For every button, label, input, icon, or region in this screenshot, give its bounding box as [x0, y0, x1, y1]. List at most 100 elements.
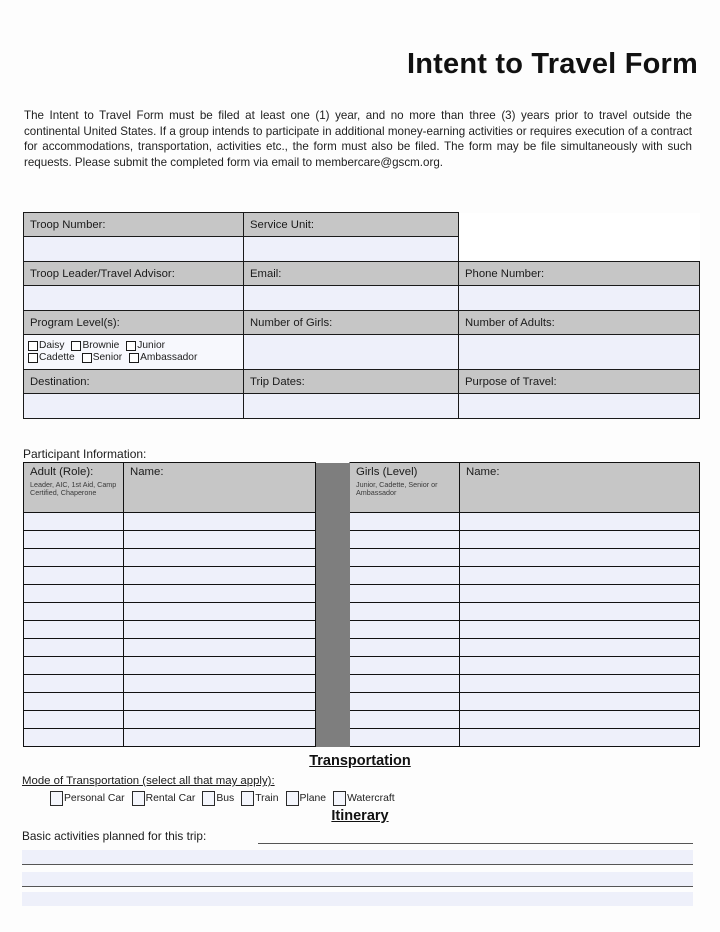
- field-adult-role[interactable]: [23, 530, 124, 549]
- field-email[interactable]: [243, 285, 459, 311]
- field-adult-name[interactable]: [123, 548, 316, 567]
- field-adult-role[interactable]: [23, 674, 124, 693]
- field-adult-role[interactable]: [23, 620, 124, 639]
- field-adult-role[interactable]: [23, 692, 124, 711]
- checkbox-senior[interactable]: Senior: [81, 352, 123, 364]
- field-adult-name[interactable]: [123, 656, 316, 675]
- field-girl-name[interactable]: [459, 692, 700, 711]
- checkbox-mode-rental-car[interactable]: Rental Car: [131, 791, 195, 806]
- field-service-unit[interactable]: [243, 236, 459, 262]
- column-divider: [315, 566, 350, 585]
- field-adult-role[interactable]: [23, 602, 124, 621]
- field-adult-name[interactable]: [123, 728, 316, 747]
- field-adult-name[interactable]: [123, 620, 316, 639]
- checkbox-box-icon: [126, 341, 137, 351]
- participant-row: [23, 548, 700, 567]
- field-girl-name[interactable]: [459, 728, 700, 747]
- participant-information-label: Participant Information:: [23, 447, 147, 461]
- field-adult-role[interactable]: [23, 584, 124, 603]
- field-girl-name[interactable]: [459, 710, 700, 729]
- checkbox-brownie[interactable]: Brownie: [71, 340, 119, 352]
- field-girl-level[interactable]: [349, 656, 460, 675]
- field-adult-role[interactable]: [23, 548, 124, 567]
- field-phone-number[interactable]: [458, 285, 700, 311]
- table-row: Troop Number: Service Unit:: [23, 212, 700, 237]
- field-adult-name[interactable]: [123, 566, 316, 585]
- label-email: Email:: [243, 261, 459, 286]
- field-girl-name[interactable]: [459, 548, 700, 567]
- checkbox-ambassador[interactable]: Ambassador: [129, 352, 197, 364]
- table-row: [23, 236, 700, 262]
- checkbox-mode-train[interactable]: Train: [241, 791, 279, 806]
- empty-cell: [458, 212, 700, 237]
- activities-write-line[interactable]: [258, 843, 693, 844]
- field-adult-role[interactable]: [23, 638, 124, 657]
- checkbox-mode-personal-car[interactable]: Personal Car: [50, 791, 125, 806]
- activities-write-line[interactable]: [22, 864, 693, 865]
- header-girls-level-title: Girls (Level): [356, 466, 418, 478]
- field-girl-level[interactable]: [349, 728, 460, 747]
- transportation-checkbox-group: Personal Car Rental Car Bus Train Plane Water…: [50, 791, 402, 806]
- checkbox-junior[interactable]: Junior: [126, 340, 165, 352]
- field-adult-name[interactable]: [123, 602, 316, 621]
- checkbox-mode-bus[interactable]: Bus: [202, 791, 234, 806]
- field-girl-name[interactable]: [459, 530, 700, 549]
- field-adult-name[interactable]: [123, 530, 316, 549]
- field-girl-level[interactable]: [349, 584, 460, 603]
- activities-write-line[interactable]: [22, 886, 693, 887]
- field-number-of-adults[interactable]: [458, 334, 700, 370]
- field-girl-level[interactable]: [349, 512, 460, 531]
- field-girl-level[interactable]: [349, 602, 460, 621]
- field-adult-name[interactable]: [123, 710, 316, 729]
- field-trip-dates[interactable]: [243, 393, 459, 419]
- label-destination: Destination:: [23, 369, 244, 394]
- field-adult-role[interactable]: [23, 710, 124, 729]
- activities-line-band: [22, 872, 693, 886]
- field-adult-name[interactable]: [123, 638, 316, 657]
- field-troop-number[interactable]: [23, 236, 244, 262]
- field-troop-leader[interactable]: [23, 285, 244, 311]
- field-adult-role[interactable]: [23, 566, 124, 585]
- field-girl-level[interactable]: [349, 638, 460, 657]
- field-girl-name[interactable]: [459, 620, 700, 639]
- header-adult-name: Name:: [123, 462, 316, 513]
- header-adult-role-title: Adult (Role):: [30, 466, 94, 478]
- field-adult-role[interactable]: [23, 728, 124, 747]
- participant-row: [23, 638, 700, 657]
- field-destination[interactable]: [23, 393, 244, 419]
- checkbox-label: Senior: [92, 352, 123, 363]
- field-girl-level[interactable]: [349, 710, 460, 729]
- field-girl-name[interactable]: [459, 656, 700, 675]
- participant-row: [23, 620, 700, 639]
- field-girl-name[interactable]: [459, 638, 700, 657]
- field-adult-name[interactable]: [123, 512, 316, 531]
- checkbox-label: Cadette: [39, 352, 75, 363]
- field-adult-name[interactable]: [123, 584, 316, 603]
- field-adult-name[interactable]: [123, 692, 316, 711]
- field-girl-level[interactable]: [349, 692, 460, 711]
- field-girl-name[interactable]: [459, 512, 700, 531]
- checkbox-mode-watercraft[interactable]: Watercraft: [333, 791, 395, 806]
- field-girl-level[interactable]: [349, 530, 460, 549]
- field-purpose-of-travel[interactable]: [458, 393, 700, 419]
- checkbox-box-icon: [131, 791, 145, 806]
- checkbox-cadette[interactable]: Cadette: [28, 352, 75, 364]
- table-row: [23, 285, 700, 311]
- table-row: Daisy Brownie Junior: [23, 334, 700, 370]
- field-adult-role[interactable]: [23, 656, 124, 675]
- field-girl-name[interactable]: [459, 674, 700, 693]
- field-girl-level[interactable]: [349, 674, 460, 693]
- checkbox-daisy[interactable]: Daisy: [28, 340, 64, 352]
- participant-row: [23, 584, 700, 603]
- checkbox-label: Bus: [216, 793, 235, 804]
- checkbox-mode-plane[interactable]: Plane: [285, 791, 326, 806]
- field-adult-name[interactable]: [123, 674, 316, 693]
- field-number-of-girls[interactable]: [243, 334, 459, 370]
- field-girl-name[interactable]: [459, 566, 700, 585]
- field-girl-level[interactable]: [349, 548, 460, 567]
- field-girl-level[interactable]: [349, 620, 460, 639]
- field-girl-level[interactable]: [349, 566, 460, 585]
- field-adult-role[interactable]: [23, 512, 124, 531]
- field-girl-name[interactable]: [459, 584, 700, 603]
- field-girl-name[interactable]: [459, 602, 700, 621]
